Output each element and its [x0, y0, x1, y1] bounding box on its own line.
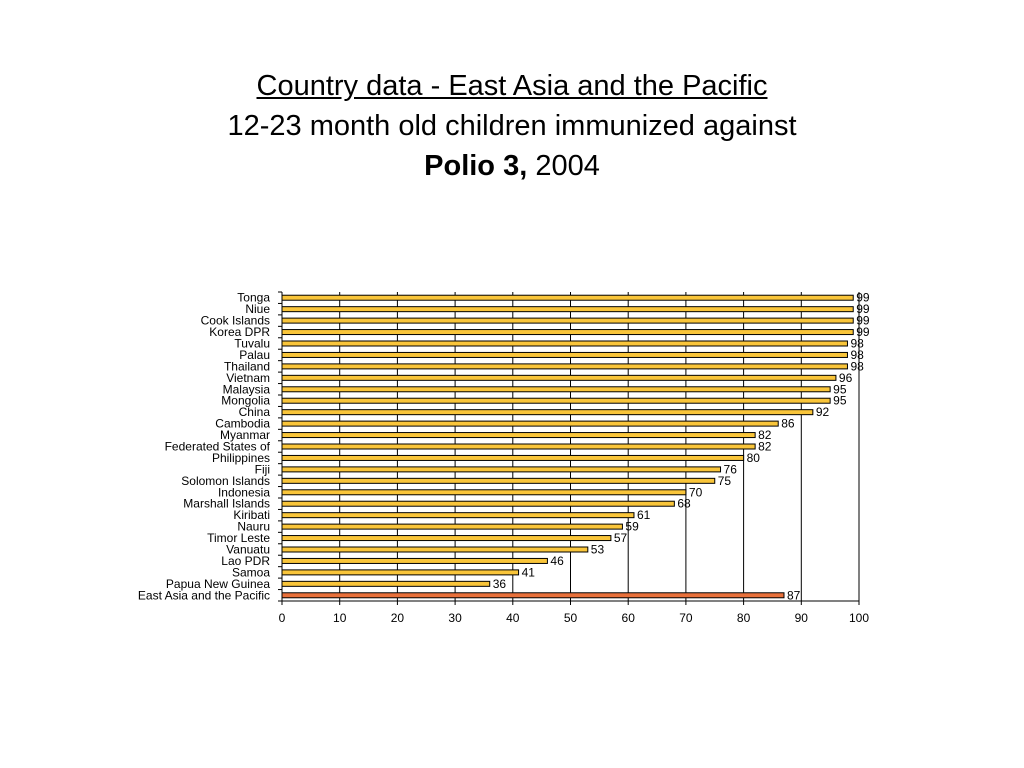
data-label: 80	[747, 451, 761, 465]
category-label: Marshall Islands	[183, 497, 270, 511]
title-line-3-year: 2004	[535, 150, 600, 182]
data-label: 82	[758, 440, 772, 454]
category-label: Philippines	[212, 451, 270, 465]
data-label: 59	[625, 520, 639, 534]
category-label: Kiribati	[233, 508, 270, 522]
bar	[281, 340, 848, 347]
category-label: Cook Islands	[201, 314, 270, 328]
x-tick-label: 30	[448, 611, 462, 625]
category-label: Federated States of	[165, 440, 271, 454]
bar	[281, 443, 756, 450]
bar	[281, 420, 779, 427]
category-label: China	[239, 405, 271, 419]
x-tick-label: 60	[622, 611, 636, 625]
bar	[281, 500, 675, 507]
category-label: Malaysia	[223, 382, 271, 396]
category-label: Nauru	[237, 520, 270, 534]
bar	[281, 512, 635, 519]
category-label: East Asia and the Pacific	[138, 588, 270, 602]
title-line-1: Country data - East Asia and the Pacific	[256, 70, 768, 102]
category-label: Niue	[245, 302, 270, 316]
category-label: Palau	[239, 348, 270, 362]
category-label: Papua New Guinea	[166, 577, 270, 591]
bar	[281, 466, 722, 473]
title-line-3-bold: Polio 3,	[424, 150, 528, 182]
category-label: Samoa	[232, 565, 270, 579]
category-label: Fiji	[255, 462, 270, 476]
bar	[281, 306, 854, 313]
data-label: 95	[833, 382, 847, 396]
data-label: 70	[689, 485, 703, 499]
bar	[281, 592, 785, 599]
data-label: 96	[839, 371, 853, 385]
chart-title: Country data - East Asia and the Pacific…	[0, 66, 1024, 186]
data-label: 61	[637, 508, 651, 522]
data-label: 95	[833, 394, 847, 408]
bar	[281, 397, 831, 404]
data-label: 87	[787, 588, 801, 602]
x-tick-label: 10	[333, 611, 347, 625]
category-label: Thailand	[224, 359, 270, 373]
bar	[281, 317, 854, 324]
x-tick-label: 80	[737, 611, 751, 625]
category-label: Cambodia	[215, 417, 270, 431]
bar	[281, 523, 623, 530]
category-label: Lao PDR	[221, 554, 270, 568]
x-tick-label: 100	[849, 611, 869, 625]
category-label: Tuvalu	[234, 337, 270, 351]
bar	[281, 535, 612, 542]
data-label: 76	[724, 462, 738, 476]
data-label: 57	[614, 531, 628, 545]
data-label: 41	[522, 565, 536, 579]
bar	[281, 569, 520, 576]
category-label: Myanmar	[220, 428, 270, 442]
bar	[281, 432, 756, 439]
bar	[281, 477, 716, 484]
title-line-3: Polio 3, 2004	[0, 146, 1024, 186]
data-label: 36	[493, 577, 507, 591]
data-label: 98	[850, 337, 864, 351]
x-tick-label: 0	[279, 611, 286, 625]
bar	[281, 557, 548, 564]
bar	[281, 489, 687, 496]
category-label: Timor Leste	[207, 531, 270, 545]
category-label: Indonesia	[218, 485, 270, 499]
category-label: Korea DPR	[209, 325, 270, 339]
bar	[281, 294, 854, 301]
x-tick-label: 50	[564, 611, 578, 625]
bar	[281, 374, 837, 381]
category-label: Mongolia	[221, 394, 270, 408]
data-label: 98	[850, 348, 864, 362]
data-label: 68	[677, 497, 691, 511]
category-label: Solomon Islands	[181, 474, 270, 488]
data-label: 98	[850, 359, 864, 373]
x-tick-label: 20	[391, 611, 405, 625]
data-label: 82	[758, 428, 772, 442]
bar	[281, 546, 589, 553]
data-label: 53	[591, 543, 605, 557]
category-label: Vanuatu	[226, 543, 270, 557]
bar	[281, 386, 831, 393]
data-label: 99	[856, 314, 870, 328]
data-label: 86	[781, 417, 795, 431]
data-label: 92	[816, 405, 830, 419]
data-label: 99	[856, 291, 870, 305]
bar	[281, 409, 814, 416]
data-label: 99	[856, 325, 870, 339]
category-label: Tonga	[237, 291, 270, 305]
bar	[281, 580, 491, 587]
x-tick-label: 90	[795, 611, 809, 625]
x-tick-label: 70	[679, 611, 693, 625]
title-line-2: 12-23 month old children immunized again…	[227, 110, 797, 142]
bar	[281, 454, 745, 461]
data-label: 46	[550, 554, 564, 568]
data-label: 75	[718, 474, 732, 488]
x-tick-label: 40	[506, 611, 520, 625]
bar	[281, 329, 854, 336]
category-label: Vietnam	[226, 371, 270, 385]
bar	[281, 351, 848, 358]
bar	[281, 363, 848, 370]
data-label: 99	[856, 302, 870, 316]
